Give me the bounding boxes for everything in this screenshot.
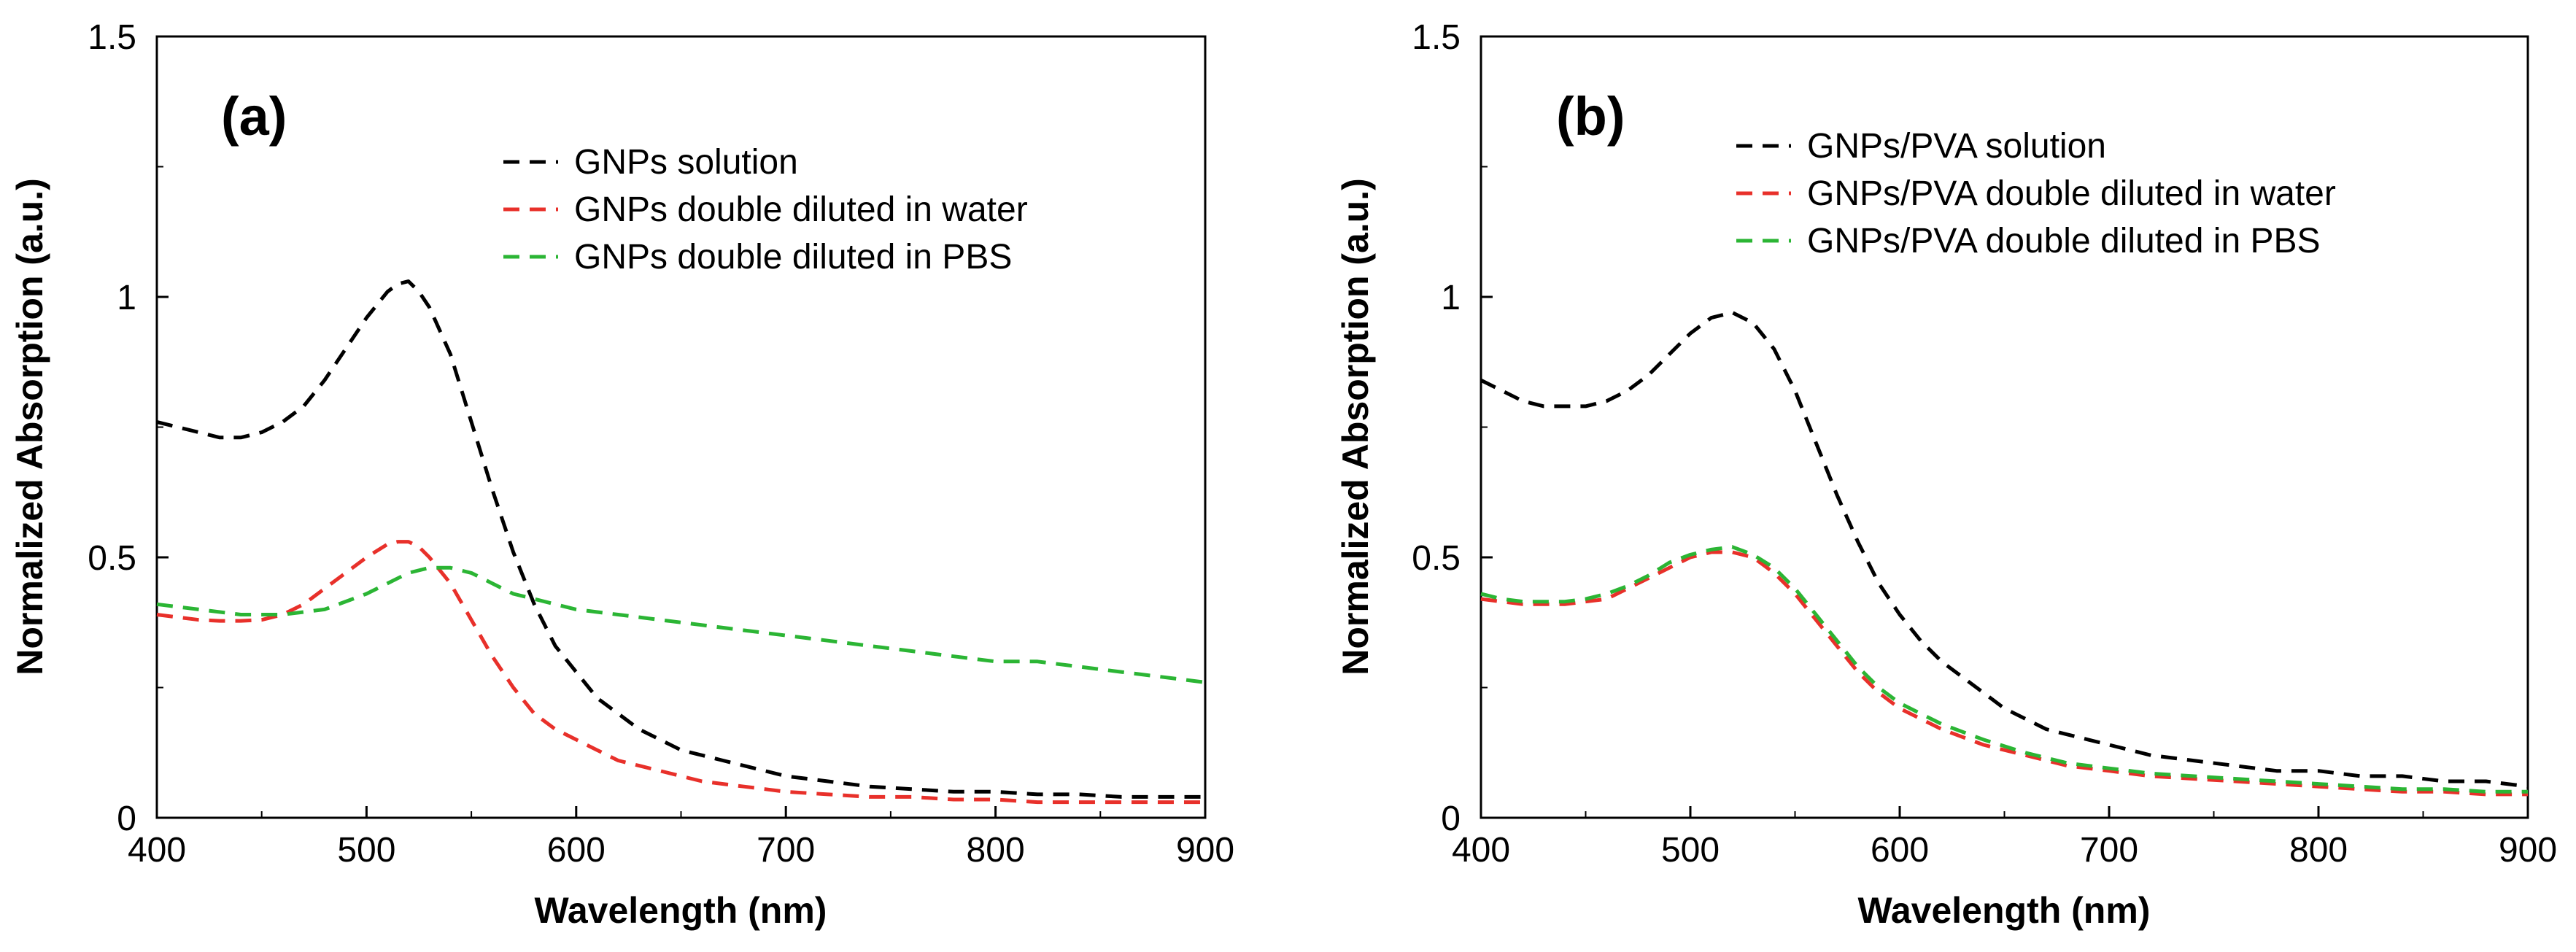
y-tick-label-b-2: 1 xyxy=(1441,279,1461,317)
legend-label-a-0: GNPs solution xyxy=(574,143,798,182)
y-axis-title-b: Normalized Absorption (a.u.) xyxy=(1335,178,1376,676)
x-tick-label-a-500: 500 xyxy=(337,831,395,870)
y-tick-label-a-1: 0.5 xyxy=(88,539,136,578)
legend-label-b-2: GNPs/PVA double diluted in PBS xyxy=(1807,222,2321,260)
series-group-a xyxy=(156,279,1206,805)
panel-label-a: (a) xyxy=(221,86,287,147)
y-tick-label-a-2: 1 xyxy=(117,279,136,317)
legend-label-b-1: GNPs/PVA double diluted in water xyxy=(1807,174,2336,213)
x-tick-label-b-400: 400 xyxy=(1452,831,1510,870)
series-line-b-0 xyxy=(1480,310,2529,789)
series-line-b-1 xyxy=(1480,550,2528,797)
tick-labels-a: 400 500 600 700 800 900 0 0.5 1 1.5 xyxy=(88,18,1234,870)
series-line-a-0 xyxy=(156,279,1205,799)
tick-group-b xyxy=(1480,35,2529,819)
x-tick-label-b-800: 800 xyxy=(2289,831,2348,870)
chart-panel-b: 400 500 600 700 800 900 0 0.5 1 1.5 Wavelength (n… xyxy=(1335,18,2557,931)
y-tick-label-a-3: 1.5 xyxy=(88,18,136,57)
legend-label-a-1: GNPs double diluted in water xyxy=(574,190,1028,229)
series-line-a-1 xyxy=(156,540,1205,805)
legend-b: GNPs/PVA solution GNPs/PVA double dilute… xyxy=(1736,127,2336,260)
chart-panel-a: 400 500 600 700 800 900 0 0.5 1 1.5 Wavelength (n… xyxy=(9,18,1234,931)
x-axis-title-a: Wavelength (nm) xyxy=(535,890,827,931)
x-axis-title-b: Wavelength (nm) xyxy=(1858,890,2151,931)
x-tick-label-a-700: 700 xyxy=(757,831,815,870)
legend-label-a-2: GNPs double diluted in PBS xyxy=(574,238,1012,276)
series-group-b xyxy=(1480,310,2529,797)
series-line-b-2 xyxy=(1480,545,2528,794)
x-tick-label-b-600: 600 xyxy=(1871,831,1929,870)
x-tick-label-a-800: 800 xyxy=(967,831,1025,870)
series-line-a-2 xyxy=(156,565,1206,684)
y-tick-label-a-0: 0 xyxy=(117,800,136,838)
x-tick-label-b-900: 900 xyxy=(2499,831,2557,870)
x-tick-label-a-400: 400 xyxy=(128,831,186,870)
x-tick-label-a-600: 600 xyxy=(547,831,606,870)
y-axis-title-a: Normalized Absorption (a.u.) xyxy=(9,178,50,676)
x-tick-label-a-900: 900 xyxy=(1176,831,1234,870)
panel-label-b: (b) xyxy=(1556,86,1625,147)
tick-group-a xyxy=(155,35,1207,819)
x-tick-label-b-700: 700 xyxy=(2080,831,2138,870)
y-tick-label-b-0: 0 xyxy=(1441,800,1461,838)
x-tick-label-b-500: 500 xyxy=(1661,831,1720,870)
y-tick-label-b-3: 1.5 xyxy=(1412,18,1461,57)
tick-labels-b: 400 500 600 700 800 900 0 0.5 1 1.5 xyxy=(1412,18,2557,870)
legend-a: GNPs solution GNPs double diluted in wat… xyxy=(503,143,1028,276)
legend-label-b-0: GNPs/PVA solution xyxy=(1807,127,2106,166)
y-tick-label-b-1: 0.5 xyxy=(1412,539,1461,578)
